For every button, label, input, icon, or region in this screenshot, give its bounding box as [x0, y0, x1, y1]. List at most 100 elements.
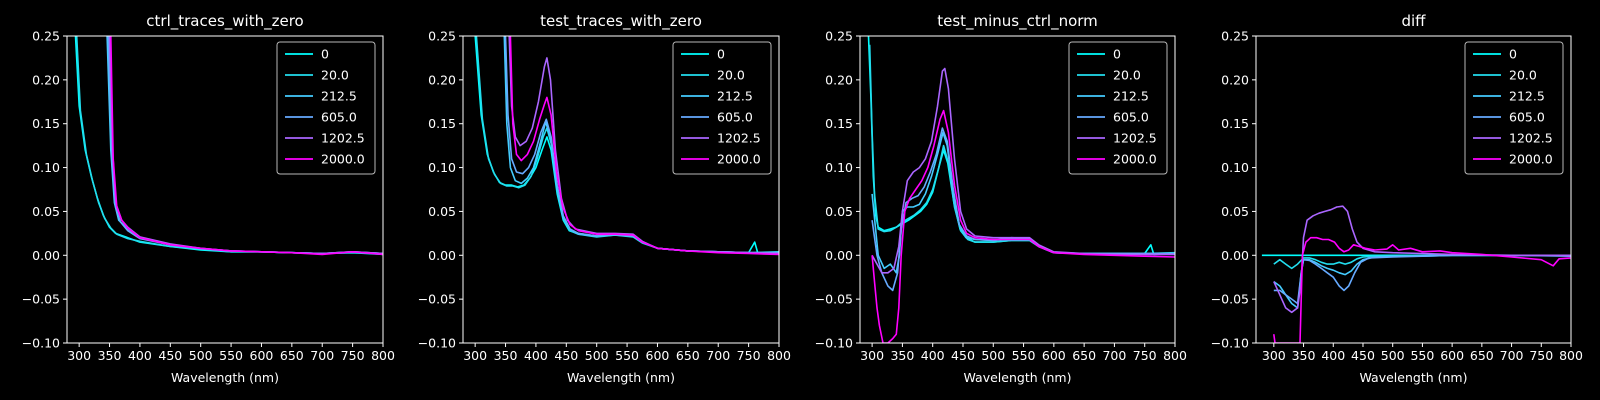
x-tick-label: 350	[1292, 348, 1316, 363]
x-tick-label: 750	[341, 348, 365, 363]
legend: 0 20.0 212.5 605.0 1202.5 2000.0	[672, 41, 772, 175]
x-tick-label: 700	[1102, 348, 1126, 363]
x-tick-label: 550	[615, 348, 639, 363]
y-tick-label: 0.10	[428, 160, 456, 175]
legend-label: 605.0	[1113, 110, 1149, 125]
series-line-605.0	[1273, 254, 1571, 305]
x-tick-label: 400	[128, 348, 152, 363]
x-tick-label: 300	[1262, 348, 1286, 363]
legend-label: 605.0	[1509, 110, 1545, 125]
legend: 0 20.0 212.5 605.0 1202.5 2000.0	[1068, 41, 1168, 175]
x-tick-label: 700	[1500, 348, 1524, 363]
legend-label: 1202.5	[321, 131, 365, 146]
x-tick-label: 750	[1529, 348, 1553, 363]
y-tick-label: 0.00	[1221, 248, 1249, 263]
y-tick-label: 0.00	[428, 248, 456, 263]
legend-label: 0	[717, 47, 725, 62]
y-tick-label: 0.20	[1221, 72, 1249, 87]
legend: 0 20.0 212.5 605.0 1202.5 2000.0	[276, 41, 376, 175]
y-tick-label: −0.10	[22, 336, 60, 351]
x-tick-label: 600	[1440, 348, 1464, 363]
legend-label: 1202.5	[717, 131, 761, 146]
chart-title: ctrl_traces_with_zero	[146, 12, 303, 31]
y-tick-label: 0.15	[825, 116, 853, 131]
x-tick-label: 650	[676, 348, 700, 363]
y-tick-label: 0.00	[32, 248, 60, 263]
x-tick-label: 750	[1133, 348, 1157, 363]
series-group	[867, 36, 1175, 343]
chart-panel-3: 300 350 400 450 500 550 600 650 700 750 800 −0.10 −0…	[1211, 12, 1583, 385]
y-tick-label: 0.15	[32, 116, 60, 131]
y-tick-label: 0.05	[32, 204, 60, 219]
x-tick-label: 650	[1072, 348, 1096, 363]
legend-label: 605.0	[717, 110, 753, 125]
legend-label: 0	[1113, 47, 1121, 62]
x-tick-label: 400	[1321, 348, 1345, 363]
x-tick-label: 800	[767, 348, 791, 363]
x-axis-label: Wavelength (nm)	[567, 370, 675, 385]
x-tick-label: 300	[860, 348, 884, 363]
x-tick-label: 500	[981, 348, 1005, 363]
x-tick-label: 400	[921, 348, 945, 363]
y-tick-label: −0.05	[22, 292, 60, 307]
y-tick-label: 0.20	[825, 72, 853, 87]
x-tick-label: 450	[158, 348, 182, 363]
y-tick-label: 0.15	[428, 116, 456, 131]
x-tick-label: 350	[98, 348, 122, 363]
chart-panel-2: 300 350 400 450 500 550 600 650 700 750 800 −0.10 −0…	[815, 12, 1187, 385]
y-tick-label: 0.25	[1221, 29, 1249, 44]
x-tick-label: 700	[310, 348, 334, 363]
legend-label: 20.0	[717, 68, 745, 83]
x-tick-label: 500	[189, 348, 213, 363]
x-tick-label: 450	[554, 348, 578, 363]
y-tick-label: 0.10	[1221, 160, 1249, 175]
series-line-2000.0	[110, 36, 383, 256]
legend-label: 605.0	[321, 110, 357, 125]
plot-frame	[1255, 35, 1572, 344]
legend-label: 212.5	[1113, 89, 1149, 104]
legend-label: 212.5	[1509, 89, 1545, 104]
x-tick-label: 800	[1559, 348, 1583, 363]
x-tick-label: 600	[1042, 348, 1066, 363]
series-group	[74, 36, 383, 256]
y-tick-label: 0.05	[428, 204, 456, 219]
x-tick-label: 300	[463, 348, 487, 363]
legend-label: 20.0	[1113, 68, 1141, 83]
plot-frame	[859, 35, 1176, 344]
legend-label: 2000.0	[717, 152, 761, 167]
y-tick-label: 0.25	[32, 29, 60, 44]
legend-label: 2000.0	[1113, 152, 1157, 167]
x-tick-label: 600	[646, 348, 670, 363]
series-line-212.5	[1273, 254, 1571, 309]
x-tick-label: 350	[494, 348, 518, 363]
legend-label: 212.5	[321, 89, 357, 104]
x-tick-label: 700	[706, 348, 730, 363]
x-tick-label: 750	[737, 348, 761, 363]
x-tick-label: 650	[1470, 348, 1494, 363]
y-tick-label: 0.00	[825, 248, 853, 263]
x-tick-label: 450	[951, 348, 975, 363]
x-tick-label: 800	[371, 348, 395, 363]
x-tick-label: 800	[1163, 348, 1187, 363]
y-tick-label: 0.15	[1221, 116, 1249, 131]
legend-label: 1202.5	[1113, 131, 1157, 146]
plot-frame	[66, 35, 384, 344]
x-tick-label: 450	[1351, 348, 1375, 363]
y-tick-label: 0.25	[428, 29, 456, 44]
series-group	[474, 36, 779, 256]
x-tick-label: 300	[67, 348, 91, 363]
x-tick-label: 550	[1012, 348, 1036, 363]
chart-panel-1: 300 350 400 450 500 550 600 650 700 750 800 −0.10 −0…	[418, 12, 791, 385]
y-tick-label: −0.10	[418, 336, 456, 351]
series-line-2000.0	[871, 109, 1175, 343]
series-line-2000.0	[1273, 236, 1571, 343]
plot-frame	[462, 35, 780, 344]
x-tick-label: 500	[585, 348, 609, 363]
y-tick-label: −0.05	[1211, 292, 1249, 307]
y-tick-label: 0.05	[825, 204, 853, 219]
x-tick-label: 550	[219, 348, 243, 363]
series-group	[1261, 205, 1571, 343]
legend-label: 1202.5	[1509, 131, 1553, 146]
y-tick-label: −0.10	[815, 336, 853, 351]
